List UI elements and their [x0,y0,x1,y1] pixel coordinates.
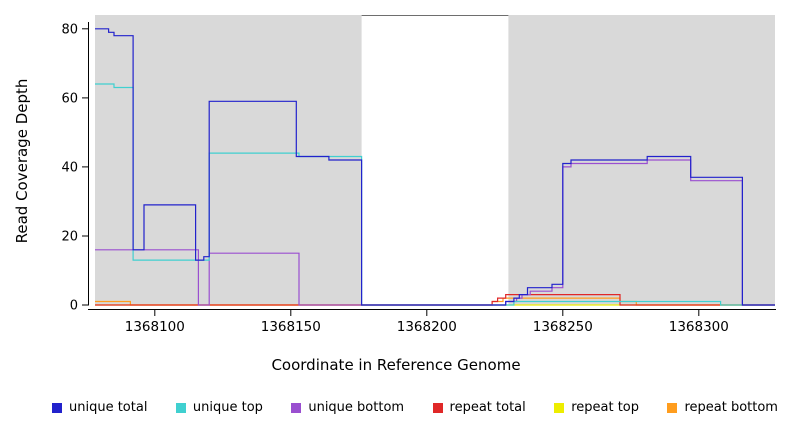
x-tick-label: 1368300 [669,319,729,335]
legend-item-repeat-top: repeat top [554,400,639,415]
legend-label-repeat-total: repeat total [449,400,526,415]
legend-swatch-repeat-top [554,402,565,413]
x-tick-label: 1368250 [533,319,593,335]
x-tick-label: 1368150 [261,319,321,335]
y-tick-label: 20 [61,230,78,245]
y-tick-label: 40 [61,160,78,175]
legend-swatch-repeat-bottom [667,402,678,413]
series-unique-bottom [95,159,775,306]
series-unique-top [95,83,775,306]
y-tick-label: 0 [70,299,78,314]
x-tick-label: 1368100 [125,319,185,335]
legend-item-unique-bottom: unique bottom [291,400,404,415]
legend-item-unique-top: unique top [175,400,263,415]
y-tick-label: 80 [61,22,78,37]
legend-item-repeat-bottom: repeat bottom [667,400,778,415]
legend-label-unique-top: unique top [192,400,263,415]
legend-label-unique-total: unique total [69,400,148,415]
legend: unique total unique top unique bottom repea… [0,400,792,415]
legend-item-repeat-total: repeat total [432,400,526,415]
legend-label-unique-bottom: unique bottom [308,400,405,415]
legend-label-repeat-bottom: repeat bottom [684,400,778,415]
legend-item-unique-total: unique total [52,400,147,415]
shaded-region [95,15,362,305]
plot-area: 0 20 40 60 80 1368100 1368150 1368200 1368250 136… [61,15,776,335]
series-repeat-total [95,294,775,306]
x-axis-label: Coordinate in Reference Genome [271,356,521,374]
legend-swatch-unique-bottom [291,402,302,413]
legend-swatch-repeat-total [432,402,443,413]
y-tick-label: 60 [61,91,78,106]
series-unique-total [95,28,775,306]
legend-label-repeat-top: repeat top [571,400,639,415]
legend-swatch-unique-total [52,402,62,413]
legend-swatch-unique-top [175,402,186,413]
x-tick-label: 1368200 [397,319,457,335]
